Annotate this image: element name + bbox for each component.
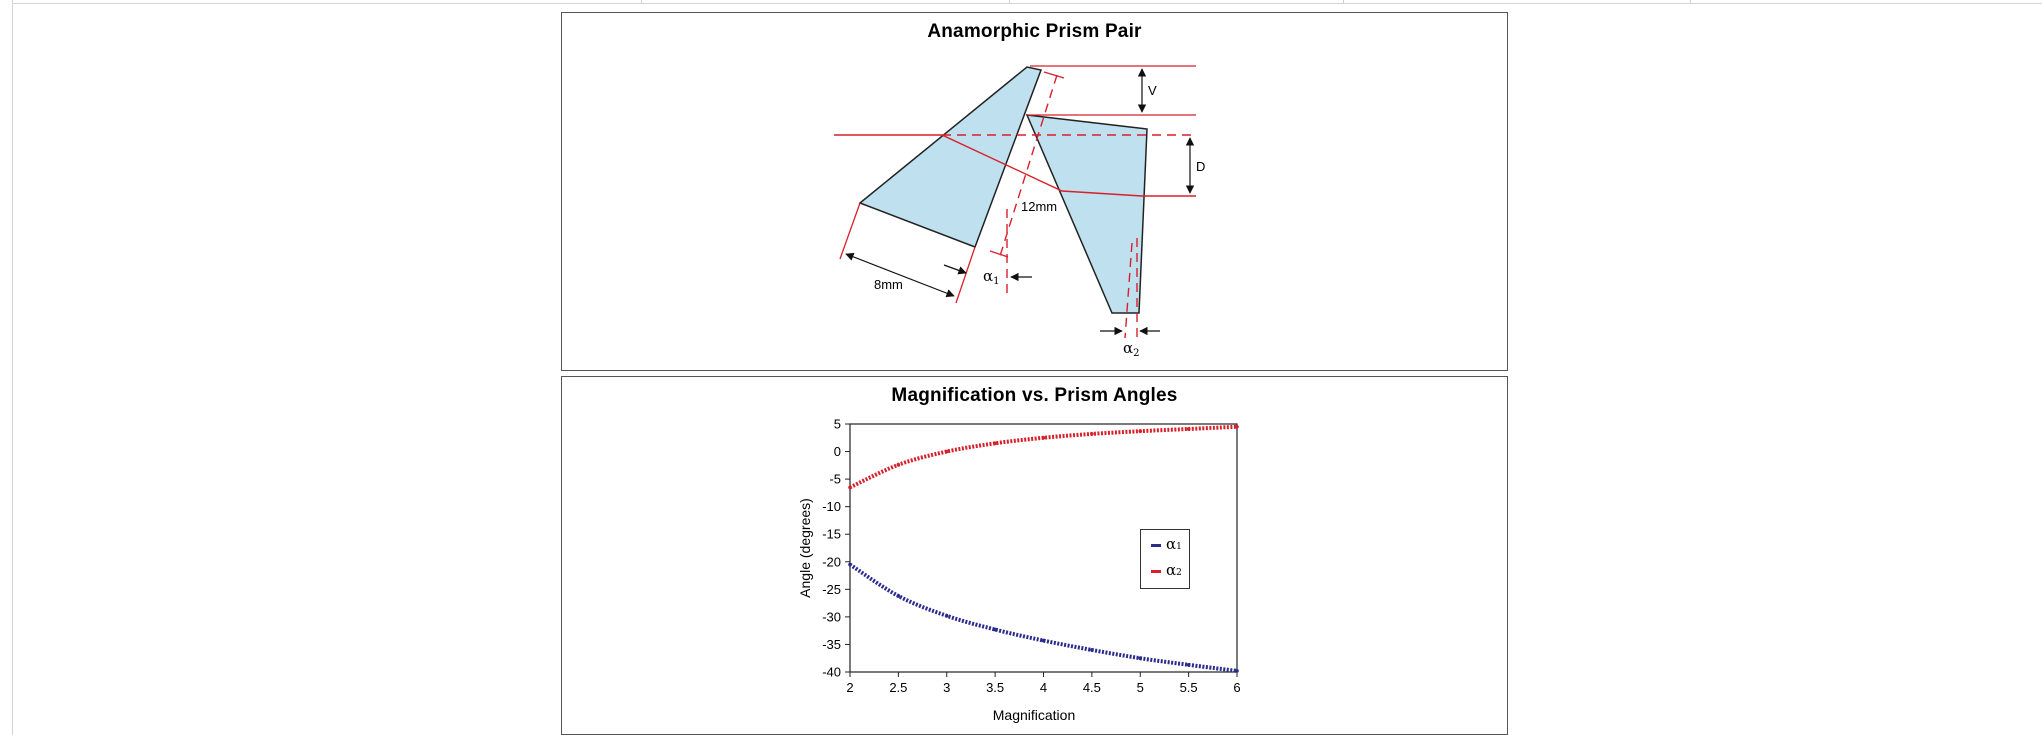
data-point-alpha1	[944, 613, 949, 618]
data-point-alpha1	[1090, 648, 1094, 652]
spacing-dashed-tick-top	[1043, 71, 1065, 79]
beam-path	[834, 134, 1143, 197]
data-point-alpha2	[848, 485, 852, 490]
x-tick-label: 2.5	[889, 680, 907, 695]
legend-sub-alpha2: 2	[1176, 568, 1182, 578]
prism-2	[1025, 114, 1148, 314]
y-tick-label: -35	[822, 637, 841, 652]
spacing-dashed-tick-bottom	[989, 250, 1009, 258]
y-tick-label: -40	[822, 665, 841, 680]
y-tick-label: -30	[822, 609, 841, 624]
angle-chart: 2 2.5 3 3.5 4 4.5 5 5.5 6 5 0 -5 -10 -15 -20 -25 -30 -35 -…	[797, 417, 1241, 724]
legend-swatch-alpha1	[1151, 544, 1161, 547]
data-point-alpha1	[896, 594, 901, 598]
alpha2-label: α2	[1123, 339, 1140, 359]
data-point-alpha2	[1186, 427, 1191, 431]
d-label: D	[1196, 159, 1205, 174]
length-dimension-arrow	[845, 252, 955, 298]
data-point-alpha2	[1235, 424, 1239, 429]
spacing-dashed-line	[999, 74, 1058, 257]
x-tick-label: 4	[1040, 680, 1047, 695]
data-point-alpha2	[1138, 429, 1143, 433]
length-extension-left	[839, 202, 861, 260]
y-axis-label: Angle (degrees)	[797, 498, 813, 598]
chart-title: Magnification vs. Prism Angles	[891, 385, 1178, 406]
column-divider	[1009, 0, 1010, 3]
x-tick-label: 5	[1137, 680, 1144, 695]
spacing-label: 12mm	[1021, 199, 1057, 214]
y-tick-label: -20	[822, 554, 841, 569]
chart-legend: α1 α2	[1140, 529, 1190, 589]
data-point-alpha2	[1041, 435, 1046, 440]
prism-diagram: V D 12mm α1 8mm α2	[834, 65, 1205, 359]
legend-sub-alpha1: 1	[1176, 542, 1182, 552]
x-tick-label: 3.5	[986, 680, 1004, 695]
y-tick-label: 0	[834, 444, 841, 459]
y-tick-label: -25	[822, 582, 841, 597]
data-point-alpha2	[1090, 432, 1094, 436]
column-divider	[1343, 0, 1344, 3]
data-point-alpha1	[1235, 669, 1239, 673]
x-axis-label: Magnification	[993, 707, 1076, 723]
data-point-alpha2	[896, 462, 901, 467]
y-tick-label: 5	[834, 417, 841, 432]
page-frame	[12, 0, 2042, 735]
length-extension-right	[955, 246, 976, 304]
data-point-alpha1	[848, 562, 852, 567]
top-divider	[12, 3, 2042, 4]
length-label: 8mm	[874, 277, 903, 292]
prism-1	[858, 66, 1043, 248]
column-divider	[1690, 0, 1691, 3]
series-line-alpha2	[849, 424, 1238, 490]
y-tick-label: -10	[822, 499, 841, 514]
y-tick-label: -15	[822, 527, 841, 542]
x-tick-label: 2	[846, 680, 853, 695]
x-tick-label: 6	[1233, 680, 1240, 695]
length-pointer-arrow	[943, 264, 967, 275]
data-point-alpha2	[944, 449, 949, 454]
x-tick-label: 3	[943, 680, 950, 695]
alpha1-label: α1	[983, 267, 1000, 287]
prism-diagram-title: Anamorphic Prism Pair	[927, 21, 1142, 42]
data-point-alpha1	[1186, 663, 1191, 667]
data-point-alpha1	[1138, 656, 1143, 661]
y-tick-label: -5	[829, 472, 841, 487]
prism-diagram-panel: Anamorphic Prism Pair V D 12mm α1	[561, 12, 1508, 371]
x-tick-label: 5.5	[1180, 680, 1198, 695]
chart-panel: Magnification vs. Prism Angles 2 2.5 3 3.5 4…	[561, 376, 1508, 735]
alpha2-reference-line-a	[1124, 242, 1133, 339]
v-label: V	[1148, 83, 1157, 98]
column-divider	[641, 0, 642, 3]
data-point-alpha2	[993, 441, 997, 446]
data-point-alpha1	[1041, 638, 1046, 643]
legend-swatch-alpha2	[1151, 570, 1161, 573]
x-tick-label: 4.5	[1083, 680, 1101, 695]
data-point-alpha1	[993, 627, 997, 632]
legend-label-alpha2: α	[1166, 561, 1177, 579]
legend-label-alpha1: α	[1166, 535, 1177, 553]
